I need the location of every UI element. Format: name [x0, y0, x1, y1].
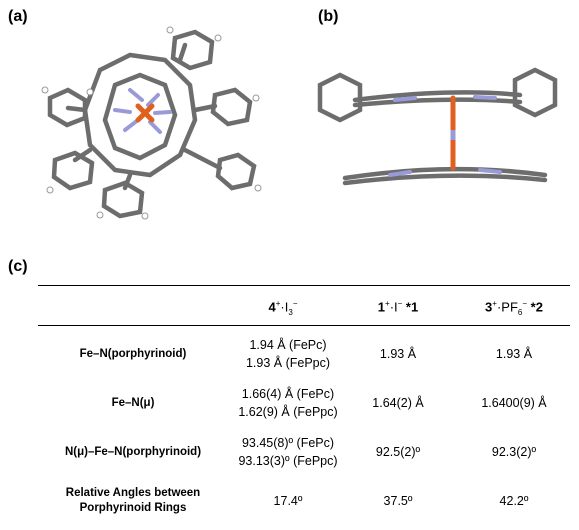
panel-label-a: (a)	[8, 8, 28, 25]
cell-r1-c2: 1.93 Å	[379, 347, 417, 361]
row-label-fe-n-porphyrinoid: Fe–N(porphyrinoid)	[79, 348, 187, 360]
table-header-rule	[38, 325, 570, 326]
cell-r2-c1-a: 1.66(4) Å (FePc)	[241, 387, 335, 401]
row-label-n-fe-n: N(μ)–Fe–N(porphyrinoid)	[64, 446, 202, 458]
cell-r4-c1: 17.4º	[273, 494, 303, 508]
header-compound-3: 3+·PF6− *2	[485, 299, 543, 317]
cell-r4-c3: 42.2º	[499, 494, 529, 508]
cell-r3-c1-b: 93.13(3)º (FePpc)	[238, 454, 338, 468]
row-label-relative-angles-b: Porphyrinoid Rings	[79, 502, 187, 514]
panel-label-c: (c)	[8, 258, 28, 275]
cell-r1-c1-b: 1.93 Å (FePpc)	[245, 356, 331, 370]
molecule-top-view	[41, 26, 262, 220]
molecule-side-view	[317, 67, 558, 186]
row-label-fe-n-mu: Fe–N(μ)	[111, 397, 155, 409]
header-compound-1: 1+·I− *1	[377, 299, 419, 315]
cell-r2-c1-b: 1.62(9) Å (FePpc)	[238, 405, 338, 419]
panel-label-b: (b)	[318, 8, 339, 25]
cell-r2-c2: 1.64(2) Å	[372, 396, 424, 410]
cell-r3-c2: 92.5(2)º	[375, 445, 421, 459]
cell-r1-c1-a: 1.94 Å (FePc)	[249, 338, 327, 352]
cell-r3-c1-a: 93.45(8)º (FePc)	[241, 436, 335, 450]
header-compound-4: 4+·I3−	[268, 299, 298, 317]
row-label-relative-angles-a: Relative Angles between	[65, 487, 201, 499]
table-top-rule	[38, 285, 570, 286]
cell-r4-c2: 37.5º	[383, 494, 413, 508]
cell-r1-c3: 1.93 Å	[495, 347, 533, 361]
cell-r2-c3: 1.6400(9) Å	[481, 396, 547, 410]
cell-r3-c3: 92.3(2)º	[491, 445, 537, 459]
